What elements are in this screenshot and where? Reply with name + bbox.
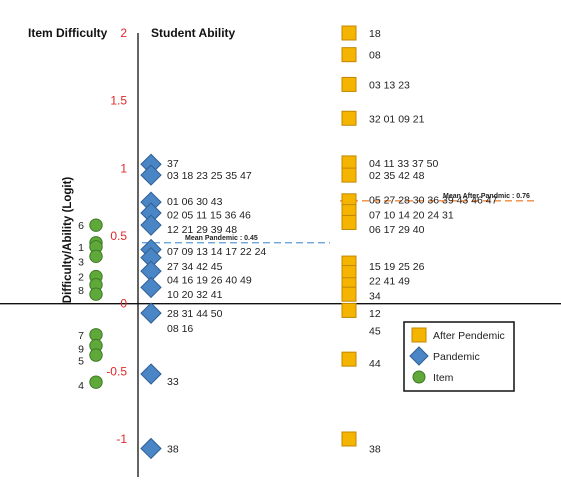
after-pandemic-label: 06 17 29 40 — [369, 224, 425, 236]
item-label: 2 — [78, 272, 84, 284]
pandemic-label: 38 — [167, 443, 179, 455]
item-label: 9 — [78, 343, 84, 355]
item-label: 5 — [78, 356, 84, 368]
after-pandemic-marker — [341, 214, 357, 230]
after-pandemic-label: 12 — [369, 308, 381, 320]
pandemic-label: 08 16 — [167, 323, 193, 335]
student-ability-header: Student Ability — [151, 26, 236, 40]
pandemic-label: 33 — [167, 376, 179, 388]
pandemic-label: 37 — [167, 158, 179, 170]
legend-entry: Item — [433, 372, 454, 384]
y-tick-label: 0 — [120, 297, 127, 311]
item-difficulty-header: Item Difficulty — [28, 26, 108, 40]
after-pandemic-label: 38 — [369, 443, 381, 455]
pandemic-marker — [140, 164, 162, 186]
after-pandemic-marker — [341, 47, 357, 63]
pandemic-label: 27 34 42 45 — [167, 261, 223, 273]
y-tick-label: -1 — [116, 432, 127, 446]
after-pandemic-label: 03 13 23 — [369, 79, 410, 91]
after-pandemic-marker — [341, 351, 357, 367]
pandemic-marker — [140, 363, 162, 385]
item-marker — [89, 287, 103, 301]
after-pandemic-marker — [341, 431, 357, 447]
pandemic-marker — [140, 302, 162, 324]
after-pandemic-label: 02 35 42 48 — [369, 170, 425, 182]
y-tick-label: 2 — [120, 26, 127, 40]
pandemic-label: 10 20 32 41 — [167, 289, 223, 301]
after-pandemic-marker — [341, 302, 357, 318]
item-marker — [89, 348, 103, 362]
item-label: 6 — [78, 220, 84, 232]
after-pandemic-label: 15 19 25 26 — [369, 261, 425, 273]
after-pandemic-marker — [341, 76, 357, 92]
y-axis-label: Difficulty/Ability (Logit) — [62, 177, 74, 304]
pandemic-label: 04 16 19 26 40 49 — [167, 274, 252, 286]
item-marker — [89, 218, 103, 232]
legend-entry: After Pendemic — [433, 330, 505, 342]
item-label: 4 — [78, 380, 84, 392]
legend: After Pendemic Pandemic Item — [403, 321, 515, 392]
after-pandemic-label: 34 — [369, 291, 381, 303]
pandemic-label: 28 31 44 50 — [167, 308, 223, 320]
y-tick-label: 0.5 — [110, 229, 127, 243]
item-label: 8 — [78, 285, 84, 297]
mean-pandemic-label: Mean Pandemic : 0.45 — [185, 235, 258, 242]
legend-entry: Pandemic — [433, 351, 480, 363]
legend-pandemic-swatch — [409, 346, 429, 366]
item-label: 7 — [78, 330, 84, 342]
y-tick-label: 1.5 — [110, 94, 127, 108]
pandemic-label: 03 18 23 25 35 47 — [167, 170, 252, 182]
y-tick-label: -0.5 — [106, 364, 127, 378]
item-label: 1 — [78, 242, 84, 254]
pandemic-label: 02 05 11 15 36 46 — [167, 209, 251, 221]
pandemic-marker — [140, 276, 162, 299]
after-pandemic-marker — [341, 25, 357, 41]
item-marker — [89, 249, 103, 263]
legend-item-swatch — [412, 370, 426, 384]
mean-after-label: Mean After Pandmic : 0.76 — [443, 193, 530, 200]
item-marker — [89, 375, 103, 389]
after-pandemic-label: 04 11 33 37 50 — [369, 158, 438, 170]
after-pandemic-label: 44 — [369, 358, 381, 370]
pandemic-label: 01 06 30 43 — [167, 196, 223, 208]
pandemic-marker — [140, 437, 162, 460]
after-pandemic-marker — [341, 110, 357, 126]
pandemic-marker — [140, 214, 162, 236]
after-pandemic-label: 08 — [369, 50, 381, 62]
after-pandemic-label: 05 27 28 30 36 39 43 46 47 — [369, 194, 498, 206]
after-pandemic-label: 22 41 49 — [369, 276, 410, 288]
after-pandemic-marker — [341, 167, 357, 183]
legend-after-swatch — [411, 327, 427, 343]
pandemic-label: 07 09 13 14 17 22 24 — [167, 246, 266, 258]
after-pandemic-label: 18 — [369, 28, 381, 40]
item-label: 3 — [78, 257, 84, 269]
after-pandemic-label: 07 10 14 20 24 31 — [369, 209, 454, 221]
after-pandemic-label: 32 01 09 21 — [369, 113, 425, 125]
y-tick-label: 1 — [120, 161, 127, 175]
pandemic-label: 12 21 29 39 48 — [167, 224, 237, 236]
after-pandemic-marker — [341, 286, 357, 302]
after-pandemic-label: 45 — [369, 326, 381, 338]
